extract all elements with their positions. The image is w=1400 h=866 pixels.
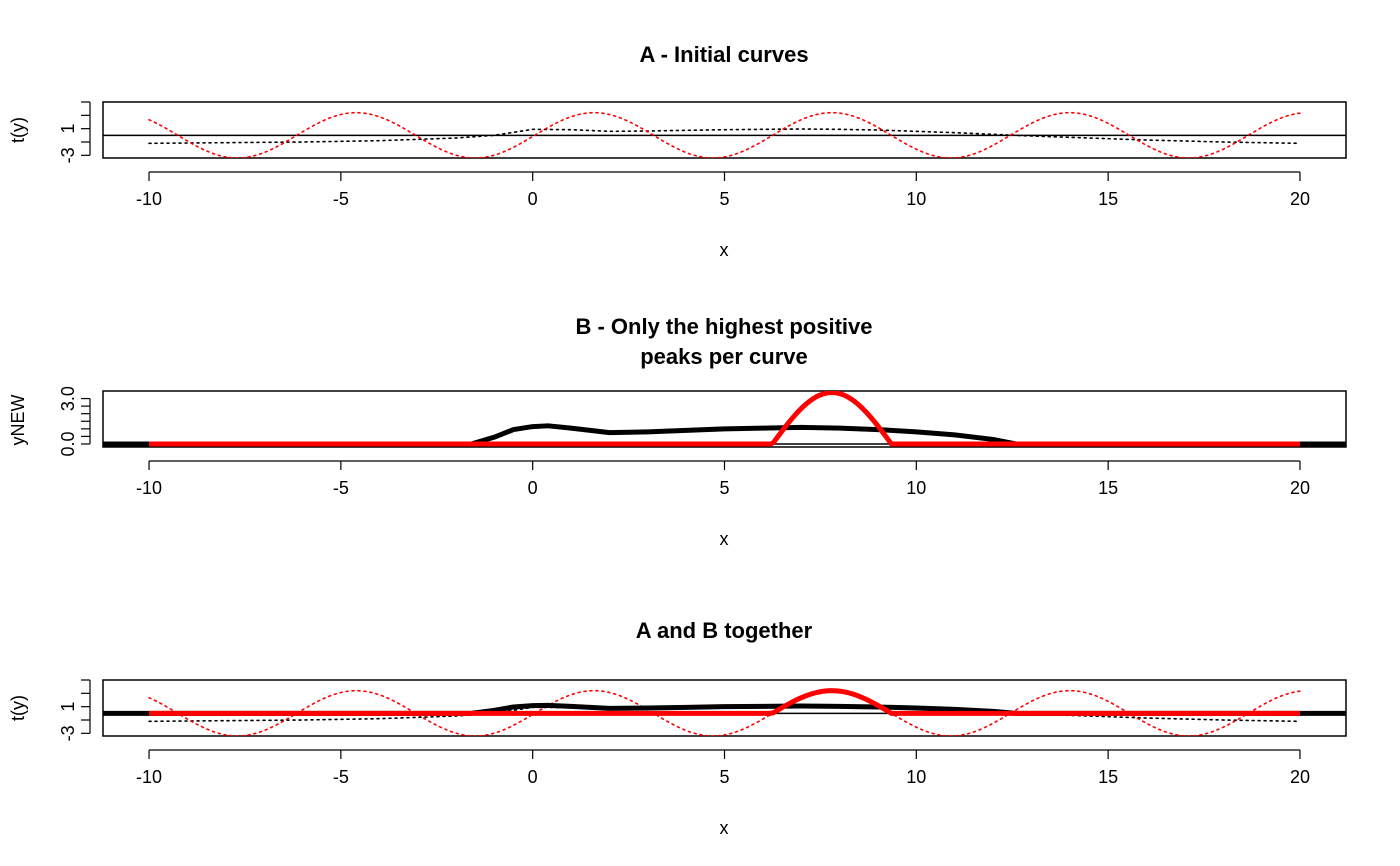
panel-ab-series-2-line xyxy=(148,689,1301,736)
panel-a-plot-box xyxy=(102,101,1347,159)
panel-b-y-tick-label: 0.0 xyxy=(58,431,78,456)
panel-b-x-tick-label: 5 xyxy=(719,478,729,498)
panel-b-x-tick-label: 20 xyxy=(1290,478,1310,498)
panel-a-y-label: t(y) xyxy=(8,117,28,143)
panel-b-x-tick-label: -5 xyxy=(333,478,349,498)
panel-b-title-line-2: peaks per curve xyxy=(640,344,808,369)
panel-b-title-line-1: B - Only the highest positive xyxy=(575,314,872,339)
panel-a-y-tick-label: -3 xyxy=(58,147,78,163)
panel-ab-y-tick-label: 1 xyxy=(58,702,78,712)
panel-a-series-2-line xyxy=(148,111,1301,158)
panel-b-x-label: x xyxy=(720,529,729,549)
panel-b-y-label: yNEW xyxy=(8,394,28,445)
panel-ab-marks: -10 -5 0 5 10 15 20 -3 1 xyxy=(58,679,1346,787)
panel-ab-title: A and B together xyxy=(636,618,813,643)
panel-a-lines xyxy=(103,111,1346,158)
panel-ab-x-tick-label: 0 xyxy=(528,767,538,787)
panel-a-x-tick-label: -5 xyxy=(333,189,349,209)
panel-b-y-tick-label: 3.0 xyxy=(58,386,78,411)
panel-a-x-tick-label: 10 xyxy=(906,189,926,209)
panel-a-x-tick-label: 20 xyxy=(1290,189,1310,209)
panel-a-x-tick-label: 15 xyxy=(1098,189,1118,209)
panel-ab-plot-box xyxy=(102,679,1347,737)
panel-a-x-tick-label: -10 xyxy=(136,189,162,209)
panel-ab-y-label: t(y) xyxy=(8,695,28,721)
panel-a-y-tick-label: 1 xyxy=(58,124,78,134)
panel-ab-x-label: x xyxy=(720,818,729,838)
panel-ab-x-tick-label: 10 xyxy=(906,767,926,787)
panel-b-x-tick-label: -10 xyxy=(136,478,162,498)
panel-ab-x-tick-label: -5 xyxy=(333,767,349,787)
panel-ab-x-tick-label: 5 xyxy=(719,767,729,787)
panel-b-marks: -10 -5 0 5 10 15 20 0.0 3.0 xyxy=(58,386,1346,498)
panel-b: B - Only the highest positive peaks per … xyxy=(8,314,1347,549)
panel-ab-x-tick-label: 20 xyxy=(1290,767,1310,787)
panel-ab-lines xyxy=(103,688,1346,736)
panel-b-series-1-line xyxy=(103,423,1346,447)
panel-a-x-label: x xyxy=(720,240,729,260)
panel-ab-y-tick-label: -3 xyxy=(58,725,78,741)
panel-b-series-2-line xyxy=(149,391,1300,447)
panel-b-lines xyxy=(103,391,1346,447)
panel-a-x-tick-label: 5 xyxy=(719,189,729,209)
panel-b-x-tick-label: 15 xyxy=(1098,478,1118,498)
panel-a: A - Initial curves x t(y) -10 -5 0 5 10 15 20-… xyxy=(8,42,1347,260)
panel-ab: A and B together x t(y) -10 -5 0 5 10 15 20 -3 1 xyxy=(8,618,1347,838)
panel-ab-series-4-line xyxy=(149,688,1300,716)
panel-b-x-tick-label: 0 xyxy=(528,478,538,498)
panel-ab-x-tick-label: -10 xyxy=(136,767,162,787)
panel-b-plot-box xyxy=(102,390,1347,448)
panel-b-x-tick-label: 10 xyxy=(906,478,926,498)
panel-ab-x-tick-label: 15 xyxy=(1098,767,1118,787)
panel-a-x-tick-label: 0 xyxy=(528,189,538,209)
panel-a-title: A - Initial curves xyxy=(639,42,808,67)
panel-a-marks: -10 -5 0 5 10 15 20 -3 1 xyxy=(58,101,1346,209)
panel-a-series-1-line xyxy=(148,128,1301,145)
